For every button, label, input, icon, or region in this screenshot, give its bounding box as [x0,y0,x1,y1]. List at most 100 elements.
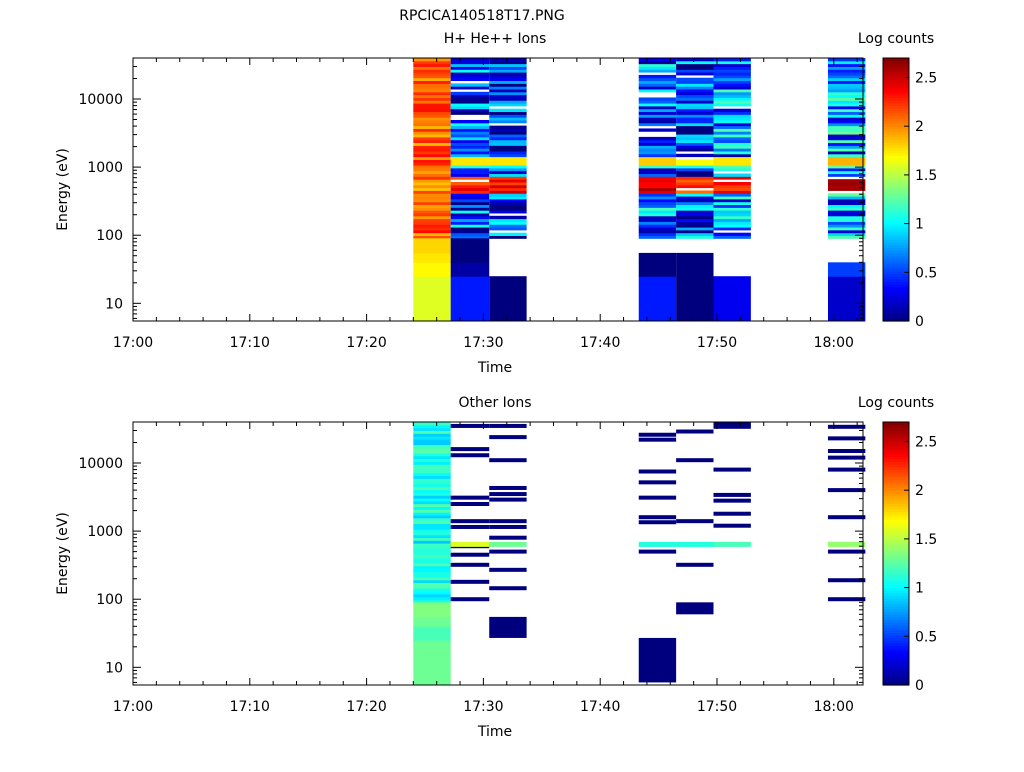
heatmap-cell [827,424,866,429]
heatmap-cell [676,100,714,104]
heatmap-cell [676,167,714,172]
colorbar-segment [883,194,909,198]
heatmap-cell [450,105,490,110]
heatmap-cell [489,218,527,222]
heatmap-cell [713,86,751,90]
colorbar-segment [883,611,909,615]
heatmap-cell [713,136,751,141]
heatmap-cell [676,97,714,101]
colorbar-segment [883,558,909,562]
colorbar-segment [883,136,909,141]
heatmap-cell [450,103,490,107]
colorbar-segment [883,278,909,283]
heatmap-cell [638,252,677,263]
heatmap-cell [827,94,866,98]
data-column [413,422,451,686]
heatmap-cell [827,83,866,87]
heatmap-cell [413,571,451,575]
colorbar-segment [883,508,909,513]
heatmap-cell [827,63,866,67]
heatmap-cell [450,229,490,234]
heatmap-cell [676,60,714,65]
heatmap-cell [676,207,714,211]
heatmap-cell [489,492,527,497]
heatmap-cell [450,111,490,115]
heatmap-cell [489,159,527,163]
y-axis-label: Energy (eV) [55,512,71,595]
heatmap-cell [413,427,451,431]
colorbar-segment [883,521,909,526]
heatmap-cell [413,142,451,146]
heatmap-cell [489,74,527,79]
colorbar-segment [883,432,909,436]
colorbar-segment [883,123,909,127]
heatmap-cell [638,170,677,175]
heatmap-cell [638,119,677,124]
heatmap-cell [413,179,451,183]
heatmap-cell [413,531,451,536]
heatmap-cell [413,540,451,544]
heatmap-cell [413,88,451,93]
heatmap-cell [638,86,677,90]
heatmap-cell [413,514,451,519]
colorbar-segment [883,608,909,612]
heatmap-cell [450,131,490,135]
heatmap-cell [638,165,677,169]
heatmap-cell [450,58,490,62]
heatmap-cell [450,562,490,567]
heatmap-cell [450,100,490,104]
colorbar-segment [883,315,909,319]
colorbar-segment [883,239,909,243]
heatmap-cell [827,597,866,602]
heatmap-cell [638,196,677,200]
heatmap-cell [413,475,451,479]
heatmap-cell [638,212,677,217]
heatmap-cell [676,159,714,163]
heatmap-cell [827,153,866,158]
colorbar-segment [883,173,909,177]
colorbar-segment [883,184,909,188]
heatmap-cell [489,519,527,524]
heatmap-cell [676,215,714,220]
heatmap-cell [450,128,490,132]
data-column [638,58,677,322]
heatmap-cell [638,122,677,127]
heatmap-cell [413,576,451,581]
heatmap-cell [413,58,451,62]
y-tick-label: 10 [105,660,123,676]
heatmap-cell [638,187,677,191]
heatmap-cell [676,86,714,90]
x-tick-label: 17:00 [113,335,153,351]
colorbar-segment [883,603,909,607]
colorbar-segment [883,429,909,434]
heatmap-cell [638,221,677,225]
heatmap-cell [827,204,866,208]
heatmap-cell [413,184,451,189]
heatmap-cell [413,520,451,524]
heatmap-cell [413,562,451,567]
heatmap-cell [450,184,490,189]
heatmap-cell [827,139,866,144]
colorbar-segment [883,653,909,657]
heatmap-cell [676,91,714,96]
heatmap-cell [827,150,866,155]
heatmap-cell [489,485,527,490]
heatmap-cell [489,77,527,82]
colorbar-segment [883,260,909,264]
heatmap-cell [489,167,527,172]
colorbar-segment [883,445,909,449]
heatmap-cell [413,235,451,239]
heatmap-cell [676,176,714,180]
heatmap-cell [489,117,527,121]
colorbar-segment [883,71,909,75]
heatmap-cell [413,128,451,132]
heatmap-cell [413,91,451,96]
plot-frame [132,421,864,686]
colorbar-segment [883,682,909,686]
heatmap-cell [489,232,527,237]
colorbar-segment [883,160,909,164]
heatmap-cell [713,131,751,135]
colorbar-segment [883,648,909,652]
colorbar-segment [883,566,909,570]
colorbar-segment [883,640,909,644]
